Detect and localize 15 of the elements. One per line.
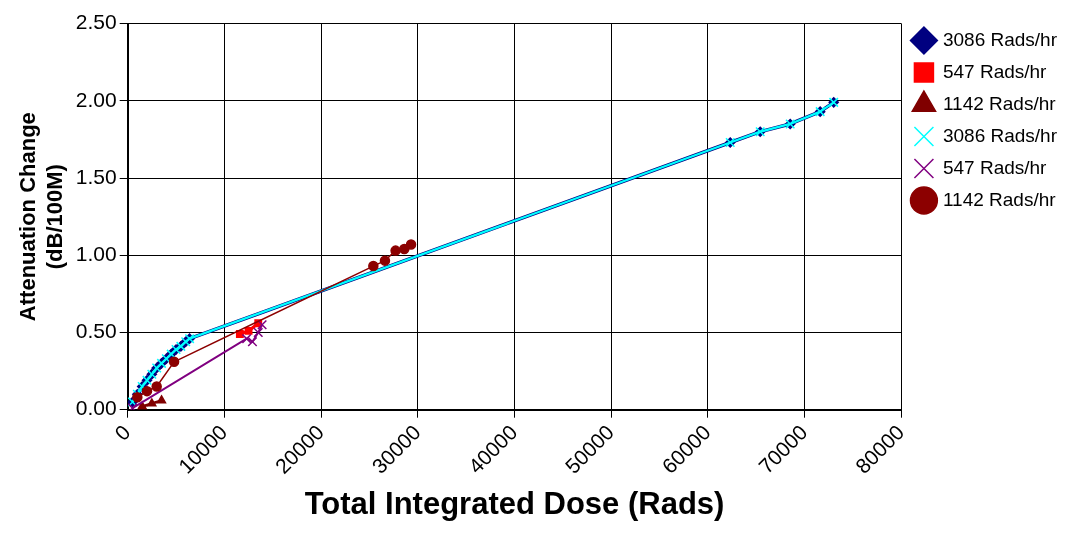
legend-label: 1142 Rads/hr <box>942 188 1057 210</box>
y-tick-label: 0.50 <box>75 319 117 343</box>
x-tick-label: 0 <box>110 420 135 445</box>
y-tick-label: 2.00 <box>75 87 117 111</box>
x-axis-title: Total Integrated Dose (Rads) <box>304 485 725 521</box>
y-tick-label: 0.00 <box>75 396 117 420</box>
y-tick-label: 1.50 <box>75 164 117 188</box>
y-axis-title: Attenuation Change (dB/100M) <box>15 112 67 322</box>
legend-label: 1142 Rads/hr <box>942 92 1057 114</box>
y-tick-label: 1.00 <box>75 242 117 266</box>
y-tick-label: 2.50 <box>75 10 117 34</box>
legend-label: 3086 Rads/hr <box>942 124 1058 146</box>
legend-label: 3086 Rads/hr <box>942 28 1058 50</box>
legend-label: 547 Rads/hr <box>942 156 1048 178</box>
legend-label: 547 Rads/hr <box>942 60 1048 82</box>
